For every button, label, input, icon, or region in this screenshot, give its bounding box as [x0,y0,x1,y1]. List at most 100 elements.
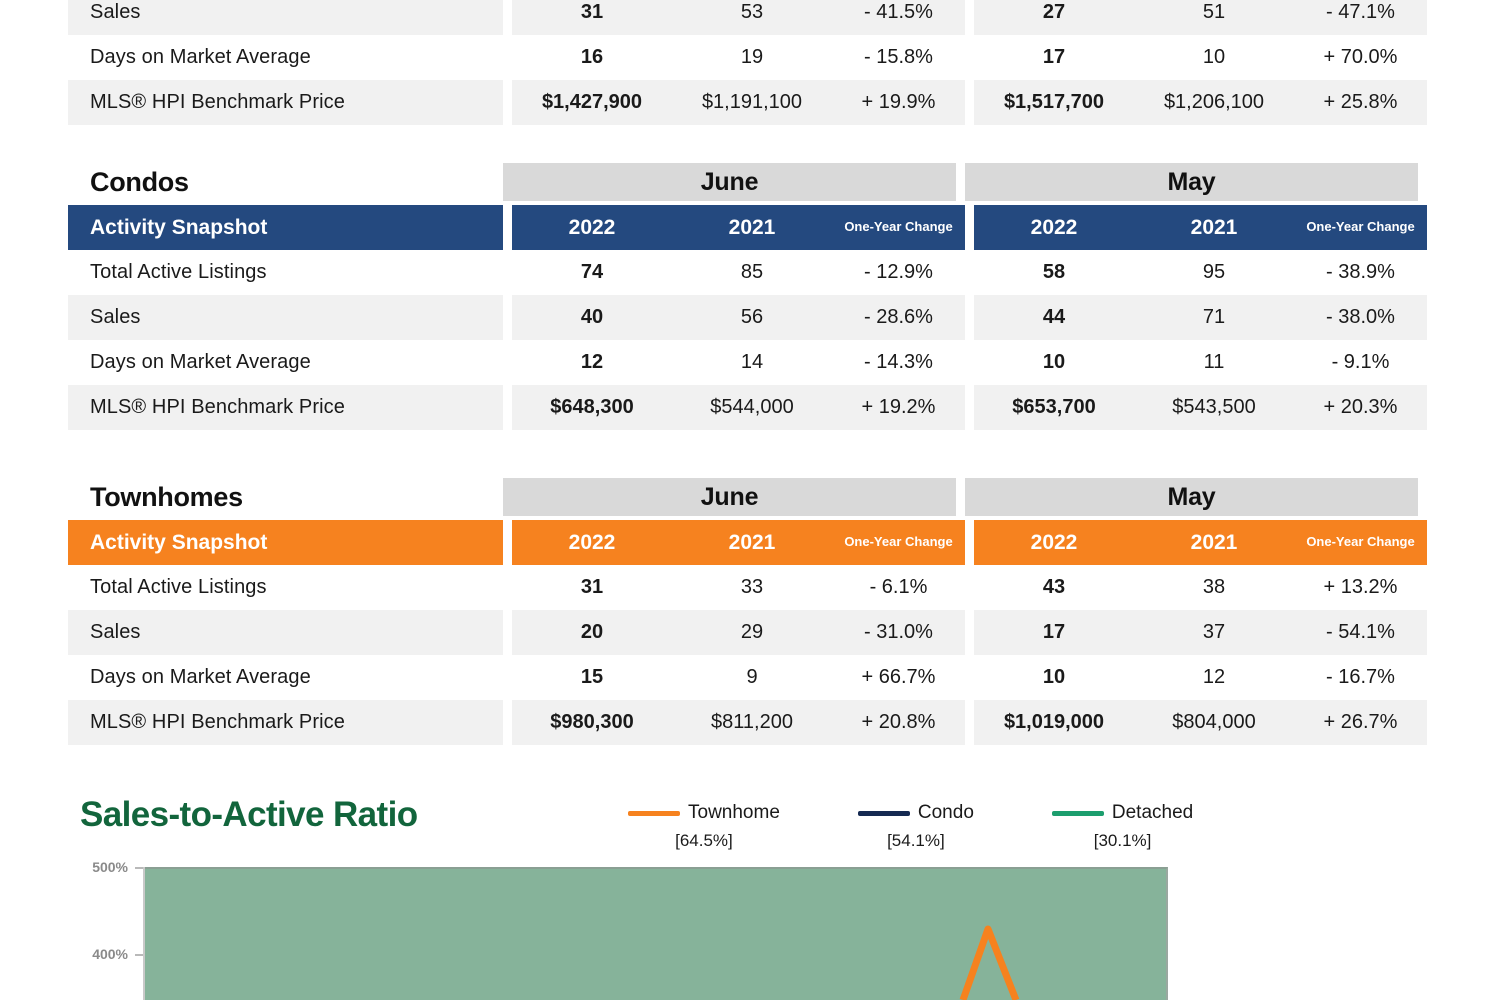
column-gap [965,80,974,125]
row-label: Days on Market Average [68,340,503,385]
column-gap [965,205,974,250]
cell-change: + 25.8% [1323,91,1398,113]
table-row: MLS® HPI Benchmark Price $980,300 $811,2… [68,700,1428,745]
column-gap [965,0,974,35]
legend-label-condo: Condo [917,802,974,823]
cell-change: + 20.3% [1323,396,1398,418]
june-block: $980,300 $811,200 + 20.8% [512,700,965,745]
column-gap [965,610,974,655]
cell-change: - 15.8% [864,46,933,68]
column-gap [965,250,974,295]
cell-2022: 44 [1042,306,1066,328]
june-block: $648,300 $544,000 + 19.2% [512,385,965,430]
sales-to-active-plot[interactable]: 500% 400% [0,855,1500,1000]
cell-2021: 95 [1202,261,1226,283]
row-label: Days on Market Average [68,35,503,80]
column-gap [503,295,512,340]
june-block: 12 14 - 14.3% [512,340,965,385]
row-label: MLS® HPI Benchmark Price [68,80,503,125]
cell-2021: $543,500 [1172,396,1256,418]
cell-2022: $648,300 [550,396,634,418]
row-label: Total Active Listings [68,565,503,610]
may-header-block: 2022 2021 One-Year Change [974,520,1427,565]
cell-change: - 28.6% [864,306,933,328]
cell-2022: 17 [1042,621,1066,643]
cell-2021: 12 [1202,666,1226,688]
may-block: 17 10 + 70.0% [974,35,1427,80]
condos-table: Condos June May Activity Snapshot 2022 2… [68,163,1428,430]
column-gap [503,385,512,430]
header-2022: 2022 [568,530,616,554]
cell-change: + 70.0% [1323,46,1398,68]
chart-legend: Townhome [64.5%] Condo [54.1%] Detached … [628,802,1193,851]
y-axis-line [143,867,145,1000]
cell-change: + 20.8% [861,711,936,733]
cell-change: - 31.0% [864,621,933,643]
column-gap [503,565,512,610]
cell-change: + 66.7% [861,666,936,688]
cell-change: - 6.1% [869,576,928,598]
june-block: 74 85 - 12.9% [512,250,965,295]
cell-change: - 47.1% [1326,1,1395,23]
cell-2022: 16 [580,46,604,68]
may-block: $653,700 $543,500 + 20.3% [974,385,1427,430]
cell-2022: 31 [580,576,604,598]
cell-change: - 12.9% [864,261,933,283]
column-gap [503,340,512,385]
june-header-block: 2022 2021 One-Year Change [512,205,965,250]
cell-change: + 26.7% [1323,711,1398,733]
townhomes-header-row: Activity Snapshot 2022 2021 One-Year Cha… [68,520,1428,565]
cell-2021: 29 [740,621,764,643]
column-gap [503,610,512,655]
cell-2021: 53 [740,1,764,23]
column-gap [503,205,512,250]
cell-2022: 40 [580,306,604,328]
activity-snapshot-label: Activity Snapshot [68,520,503,565]
section-title-condos: Condos [90,166,189,197]
header-one-year-change: One-Year Change [844,219,953,235]
table-row: Days on Market Average 12 14 - 14.3% 10 … [68,340,1428,385]
legend-item-detached[interactable]: Detached [30.1%] [1051,802,1193,851]
table-row: Total Active Listings 74 85 - 12.9% 58 9… [68,250,1428,295]
activity-snapshot-label: Activity Snapshot [68,205,503,250]
may-block: 17 37 - 54.1% [974,610,1427,655]
cell-2022: 10 [1042,666,1066,688]
column-gap [965,700,974,745]
cell-2021: $544,000 [710,396,794,418]
table-row: Days on Market Average 15 9 + 66.7% 10 1… [68,655,1428,700]
cell-2022: 12 [580,351,604,373]
legend-item-townhome[interactable]: Townhome [64.5%] [628,802,780,851]
cell-change: - 38.9% [1326,261,1395,283]
legend-label-townhome: Townhome [688,802,780,823]
cell-2021: 33 [740,576,764,598]
header-one-year-change: One-Year Change [1306,534,1415,550]
may-block: 10 11 - 9.1% [974,340,1427,385]
cell-2022: 15 [580,666,604,688]
column-gap [965,385,974,430]
cell-change: + 19.9% [861,91,936,113]
header-2022: 2022 [1030,530,1078,554]
may-block: $1,517,700 $1,206,100 + 25.8% [974,80,1427,125]
header-one-year-change: One-Year Change [844,534,953,550]
column-gap [956,478,965,516]
column-gap [965,295,974,340]
june-block: 40 56 - 28.6% [512,295,965,340]
cell-2021: 37 [1202,621,1226,643]
column-gap [965,520,974,565]
row-label: Sales [68,610,503,655]
chart-title: Sales-to-Active Ratio [80,795,418,834]
june-header-block: 2022 2021 One-Year Change [512,520,965,565]
cell-2022: 31 [580,1,604,23]
cell-2021: 14 [740,351,764,373]
cell-2021: 10 [1202,46,1226,68]
header-2022: 2022 [568,215,616,239]
cell-change: - 16.7% [1326,666,1395,688]
legend-item-condo[interactable]: Condo [54.1%] [857,802,974,851]
cell-2022: 74 [580,261,604,283]
may-block: 10 12 - 16.7% [974,655,1427,700]
detached-partial-table: Sales 31 53 - 41.5% 27 51 - 47.1% Days o… [68,0,1428,125]
column-gap [503,700,512,745]
legend-value-detached: [30.1%] [1093,831,1152,850]
cell-change: - 9.1% [1331,351,1390,373]
selection-overlay [143,867,1168,1000]
